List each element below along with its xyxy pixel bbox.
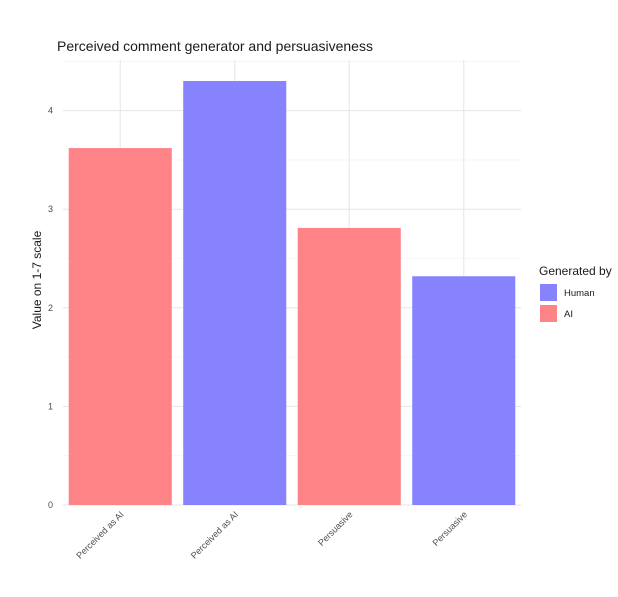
y-tick-label: 0 — [48, 500, 53, 510]
bar-ai — [297, 227, 401, 505]
y-tick-label: 2 — [48, 303, 53, 313]
bar-human — [412, 276, 516, 505]
legend-swatch-human — [540, 284, 557, 301]
x-tick-label: Persuasive — [431, 509, 470, 548]
y-tick-label: 1 — [48, 401, 53, 411]
legend-title: Generated by — [539, 264, 612, 278]
bar-ai — [68, 148, 172, 505]
legend-label: Human — [564, 288, 595, 299]
x-axis-ticks: Perceived as AI Perceived as AI Persuasive… — [74, 509, 469, 560]
x-tick-label: Persuasive — [316, 509, 355, 548]
x-tick-label: Perceived as AI — [74, 509, 125, 560]
bars — [68, 81, 516, 506]
y-tick-label: 3 — [48, 204, 53, 214]
y-tick-label: 4 — [48, 106, 53, 116]
chart-title: Perceived comment generator and persuasi… — [57, 38, 373, 54]
legend-swatch-ai — [540, 305, 557, 322]
y-axis-ticks: 0 1 2 3 4 — [48, 106, 53, 510]
legend-label: AI — [564, 309, 573, 320]
legend: Generated by Human AI — [539, 264, 612, 322]
y-axis-title: Value on 1-7 scale — [30, 230, 44, 329]
x-tick-label: Perceived as AI — [189, 509, 240, 560]
bar-human — [183, 81, 287, 506]
